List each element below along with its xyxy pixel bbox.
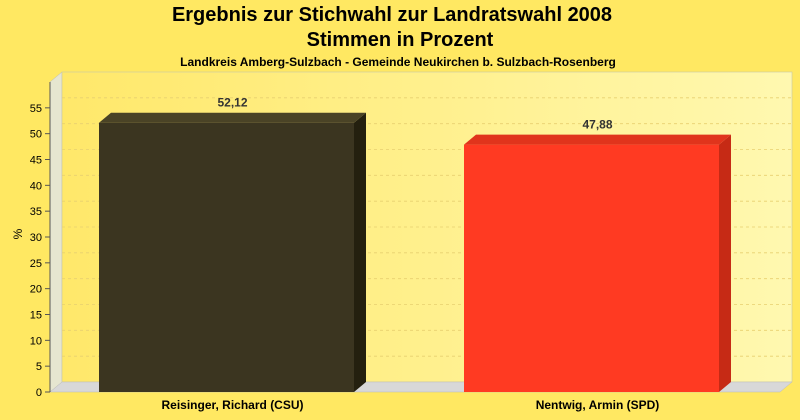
y-tick-label: 20 — [30, 284, 42, 296]
data-label: 52,12 — [217, 96, 247, 110]
y-tick-label: 50 — [30, 129, 42, 141]
left-wall — [49, 71, 63, 393]
y-axis-label: % — [11, 228, 25, 239]
y-tick-label: 0 — [36, 387, 42, 399]
x-tick-label: Nentwig, Armin (SPD) — [536, 398, 660, 412]
bar — [99, 122, 354, 393]
y-axis: 0 5 10 15 20 25 30 35 40 45 50 55 — [30, 82, 51, 399]
y-tick-label: 30 — [30, 232, 42, 244]
y-tick-label: 45 — [30, 155, 42, 167]
y-tick-label: 25 — [30, 258, 42, 270]
bar-top — [464, 134, 731, 145]
bar-top — [99, 112, 366, 123]
chart-title: Ergebnis zur Stichwahl zur Landratswahl … — [172, 4, 612, 26]
y-tick-label: 40 — [30, 180, 42, 192]
chart-title-line2: Stimmen in Prozent — [307, 29, 494, 51]
bar-side — [354, 112, 366, 393]
y-tick-label: 35 — [30, 206, 42, 218]
category-labels: Reisinger, Richard (CSU) Nentwig, Armin (… — [161, 398, 659, 412]
bar — [464, 144, 719, 392]
chart-subtitle: Landkreis Amberg-Sulzbach - Gemeinde Neu… — [180, 55, 616, 69]
bar-side — [719, 134, 731, 392]
y-tick-label: 5 — [36, 361, 42, 373]
data-label: 47,88 — [582, 118, 612, 132]
x-tick-label: Reisinger, Richard (CSU) — [161, 398, 303, 412]
bars: 52,12 47,88 — [99, 96, 731, 393]
y-tick-label: 15 — [30, 310, 42, 322]
y-tick-label: 55 — [30, 103, 42, 115]
y-tick-label: 10 — [30, 335, 42, 347]
